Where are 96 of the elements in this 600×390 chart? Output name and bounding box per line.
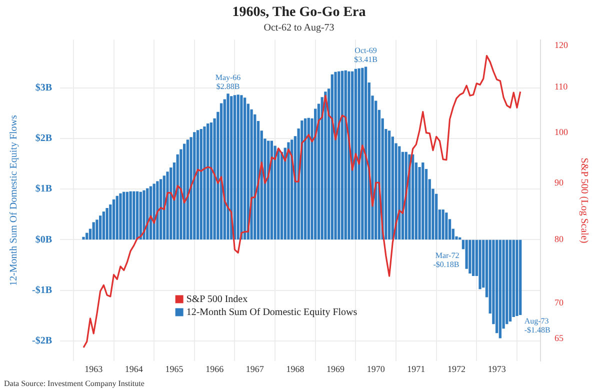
x-tick-label: 1963: [84, 364, 104, 374]
chart-subtitle: Oct-62 to Aug-73: [264, 22, 334, 34]
bar: [126, 192, 129, 240]
bar: [96, 220, 98, 240]
bar: [236, 94, 240, 240]
bar: [338, 71, 340, 240]
bar: [240, 95, 243, 240]
bar: [364, 66, 368, 240]
bar: [348, 71, 350, 240]
bar: [361, 68, 364, 240]
bar: [82, 236, 85, 240]
annotation: Oct-69 $3.41B: [354, 46, 378, 64]
x-tick-label: 1968: [286, 364, 305, 374]
bar: [186, 140, 190, 240]
bar: [422, 162, 424, 240]
bar: [344, 70, 347, 240]
y2-tick-label: 65: [554, 332, 564, 343]
y-tick-label: $2B: [35, 133, 52, 144]
x-tick-label: 1965: [165, 364, 184, 374]
bar: [156, 181, 159, 240]
bar: [226, 94, 230, 240]
bar: [166, 172, 169, 240]
x-tick-label: 1972: [447, 364, 466, 374]
annotation: Aug-73 -$1.48B: [524, 316, 550, 335]
bar: [98, 216, 102, 240]
bar: [324, 92, 327, 240]
bar: [287, 142, 290, 240]
x-tick-label: 1970: [366, 364, 386, 374]
bar: [210, 122, 213, 240]
y-tick-label: -$2B: [32, 336, 52, 347]
annotation: May-66 $2.88B: [215, 73, 241, 92]
bar: [102, 212, 106, 240]
bar: [243, 98, 246, 240]
bar: [445, 212, 448, 240]
bar: [206, 123, 210, 240]
bar: [307, 118, 310, 240]
bar: [122, 192, 126, 240]
y-tick-label: $1B: [35, 184, 52, 195]
bar: [516, 240, 518, 316]
y-axis-title: 12-Month Sum Of Domestic Equity Flows: [8, 114, 20, 286]
bar: [498, 240, 502, 338]
x-tick-label: 1966: [206, 364, 224, 374]
y-tick-label: $0B: [35, 234, 52, 246]
bar: [472, 240, 475, 276]
x-tick-label: 1964: [124, 364, 144, 374]
bar: [203, 126, 206, 240]
y2-axis-title: S&P 500 (Log Scale): [578, 158, 590, 244]
bar: [330, 74, 334, 240]
bar: [277, 148, 280, 240]
bar: [92, 222, 95, 240]
bar: [159, 179, 162, 240]
bar: [119, 193, 122, 240]
bar: [129, 191, 132, 240]
bar: [86, 232, 88, 240]
bar: [354, 68, 358, 240]
legend-label: S&P 500 Index: [186, 294, 248, 305]
x-tick-label: 1969: [326, 364, 346, 374]
bar: [334, 72, 337, 240]
bar: [300, 120, 304, 240]
bar: [506, 240, 508, 324]
bar: [468, 240, 472, 274]
x-tick-label: 1967: [246, 364, 264, 374]
bar: [233, 95, 236, 240]
y-tick-label: $3B: [35, 82, 52, 94]
bar: [112, 199, 116, 240]
bar: [193, 132, 196, 240]
annotation: Mar-72 -$0.18B: [433, 250, 460, 269]
x-tick-label: 1971: [407, 364, 426, 374]
bar: [132, 191, 136, 240]
y2-tick-label: 70: [554, 298, 564, 308]
bar: [196, 130, 200, 240]
y2-tick-label: 110: [554, 82, 568, 92]
bar: [411, 154, 414, 240]
bar: [478, 240, 482, 290]
y2-tick-label: 120: [554, 40, 568, 50]
bar: [508, 240, 512, 322]
bar: [136, 191, 139, 240]
legend-label: 12-Month Sum Of Domestic Equity Flows: [186, 306, 358, 318]
chart-title: 1960s, The Go-Go Era: [232, 5, 366, 20]
bar: [142, 190, 146, 240]
y2-tick-label: 100: [554, 127, 568, 138]
bar: [200, 129, 202, 240]
bar: [340, 70, 344, 240]
bar: [519, 240, 522, 315]
y-tick-label: -$1B: [32, 284, 52, 296]
source-note: Data Source: Investment Company Institute: [4, 379, 145, 388]
bar: [442, 210, 444, 240]
y2-tick-label: 80: [554, 234, 564, 244]
bar: [388, 130, 391, 240]
bar: [116, 196, 118, 240]
y2-tick-label: 90: [554, 178, 564, 188]
bar: [280, 152, 284, 240]
bar: [106, 208, 108, 240]
bar: [304, 118, 307, 240]
bar: [358, 68, 360, 240]
x-tick-label: 1973: [488, 364, 506, 374]
